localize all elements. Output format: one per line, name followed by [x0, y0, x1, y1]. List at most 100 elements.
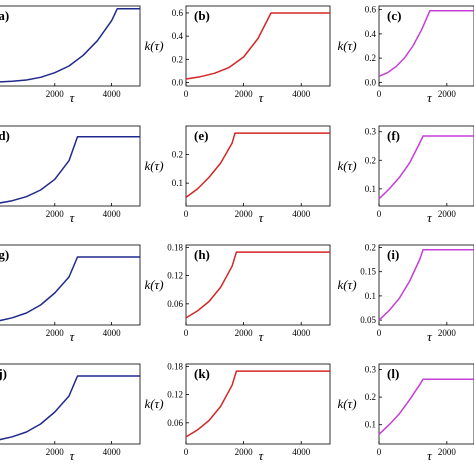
panel-f: 0 2000 0.1 0.2 0.3 (f) τ k(τ) — [337, 125, 474, 225]
panel-label: (h) — [194, 247, 210, 262]
x-axis-label: τ — [259, 90, 265, 105]
y-tick-label: 0.06 — [167, 418, 183, 428]
y-tick-label: 0.2 — [172, 54, 183, 64]
y-tick-label: 0.05 — [360, 315, 376, 325]
x-tick-label: 4000 — [292, 209, 311, 219]
y-axis-label: k(τ) — [144, 396, 163, 411]
plot-frame — [185, 244, 331, 326]
y-tick-label: 0.2 — [365, 53, 376, 63]
x-tick-label: 2000 — [438, 209, 457, 219]
panel-label: (e) — [194, 128, 208, 143]
x-tick-label: 4000 — [292, 328, 311, 338]
x-axis-label: τ — [70, 448, 76, 463]
panel-label: (b) — [194, 8, 210, 23]
panel-l: 0 2000 0.1 0.2 0.3 (l) τ k(τ) — [337, 363, 474, 463]
series-line — [378, 378, 474, 435]
y-tick-label: 0.0 — [365, 77, 377, 87]
x-tick-label: 4000 — [103, 328, 122, 338]
x-tick-label: 2000 — [46, 89, 65, 99]
plot-frame — [378, 125, 474, 207]
y-axis-label: k(τ) — [337, 38, 356, 53]
x-tick-label: 2000 — [438, 328, 457, 338]
y-tick-label: 0.2 — [365, 155, 376, 165]
x-axis-label: τ — [70, 329, 76, 344]
x-axis-label: τ — [427, 90, 433, 105]
x-tick-label: 2000 — [438, 447, 457, 457]
y-tick-label: 0.3 — [365, 127, 377, 137]
x-tick-label: 0 — [184, 328, 189, 338]
x-axis-label: τ — [259, 448, 265, 463]
panel-label: (f) — [387, 128, 400, 143]
series-line — [0, 375, 140, 441]
series-line — [185, 12, 330, 80]
x-axis-label: τ — [427, 448, 433, 463]
y-axis-label: k(τ) — [337, 396, 356, 411]
x-tick-label: 0 — [377, 209, 382, 219]
panel-label: (l) — [387, 366, 399, 381]
series-line — [0, 7, 140, 83]
y-tick-label: 0.18 — [167, 242, 183, 252]
y-tick-label: 0.0 — [172, 78, 184, 88]
panel-e: 0 2000 4000 0.1 0.2 (e) τ k(τ) — [144, 125, 331, 225]
y-tick-label: 0.12 — [167, 271, 183, 281]
plot-frame — [185, 5, 331, 87]
y-tick-label: 0.15 — [360, 267, 376, 277]
y-tick-label: 0.2 — [365, 392, 376, 402]
x-tick-label: 0 — [184, 89, 189, 99]
x-tick-label: 2000 — [46, 447, 65, 457]
y-tick-label: 0.06 — [167, 299, 183, 309]
x-tick-label: 4000 — [103, 209, 122, 219]
plot-frame — [0, 244, 141, 326]
panel-b: 0 2000 4000 0.0 0.2 0.4 0.6 (b) τ k(τ) — [144, 5, 331, 105]
x-tick-label: 2000 — [438, 89, 457, 99]
series-line — [0, 256, 140, 322]
y-axis-label: k(τ) — [337, 158, 356, 173]
x-tick-label: 0 — [184, 447, 189, 457]
plot-frame — [0, 125, 141, 207]
series-line — [378, 135, 474, 200]
x-tick-label: 0 — [377, 328, 382, 338]
panel-d: 2000 4000 (d) τ — [0, 125, 141, 225]
plot-frame — [185, 363, 331, 445]
x-tick-label: 2000 — [46, 209, 65, 219]
panel-label: (a) — [0, 8, 9, 23]
y-tick-label: 0.1 — [172, 178, 183, 188]
plot-frame — [378, 5, 474, 87]
y-tick-label: 0.2 — [365, 242, 376, 252]
x-axis-label: τ — [259, 210, 265, 225]
x-tick-label: 4000 — [103, 89, 122, 99]
y-tick-label: 0.2 — [172, 150, 183, 160]
panel-j: 2000 4000 (j) τ — [0, 363, 141, 463]
series-line — [378, 10, 474, 77]
y-tick-label: 0.6 — [172, 8, 184, 18]
x-axis-label: τ — [259, 329, 265, 344]
y-tick-label: 0.6 — [365, 5, 377, 15]
plot-frame — [0, 5, 141, 87]
y-axis-label: k(τ) — [144, 38, 163, 53]
series-line — [378, 249, 474, 321]
panel-label: (k) — [194, 366, 210, 381]
x-axis-label: τ — [427, 210, 433, 225]
x-tick-label: 0 — [184, 209, 189, 219]
y-tick-label: 0.1 — [365, 291, 376, 301]
x-tick-label: 2000 — [46, 328, 65, 338]
panel-c: 0 2000 0.0 0.2 0.4 0.6 (c) τ k(τ) — [337, 5, 474, 105]
panel-k: 0 2000 4000 0.06 0.12 0.18 (k) τ k(τ) — [144, 361, 331, 463]
x-tick-label: 2000 — [235, 209, 254, 219]
panel-label: (d) — [0, 128, 10, 143]
x-tick-label: 2000 — [235, 89, 254, 99]
y-axis-label: k(τ) — [144, 277, 163, 292]
x-tick-label: 4000 — [103, 447, 122, 457]
x-tick-label: 2000 — [235, 328, 254, 338]
x-tick-label: 2000 — [235, 447, 254, 457]
x-axis-label: τ — [70, 90, 76, 105]
plot-frame — [378, 244, 474, 326]
panel-label: (j) — [0, 366, 7, 381]
series-line — [0, 135, 140, 204]
y-axis-label: k(τ) — [144, 158, 163, 173]
y-tick-label: 0.3 — [365, 365, 377, 375]
x-axis-label: τ — [70, 210, 76, 225]
panel-a: 2000 4000 (a) τ — [0, 5, 141, 105]
panel-label: (i) — [387, 247, 399, 262]
